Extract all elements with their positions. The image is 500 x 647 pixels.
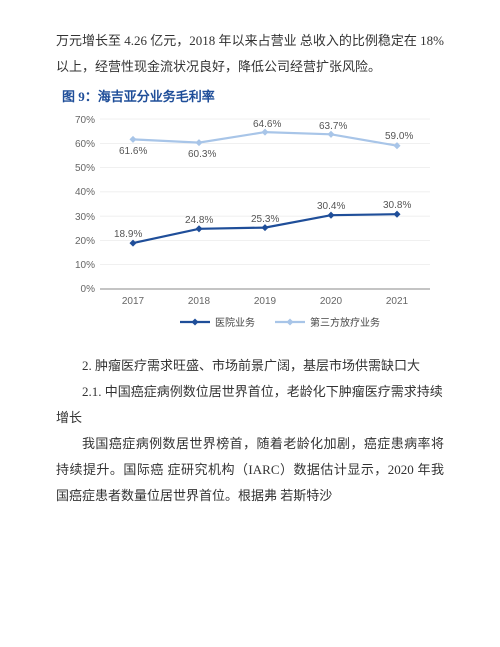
figure-title: 图 9：海吉亚分业务毛利率 bbox=[62, 86, 444, 105]
svg-text:30.4%: 30.4% bbox=[317, 201, 345, 212]
svg-text:20%: 20% bbox=[75, 236, 95, 247]
svg-text:25.3%: 25.3% bbox=[251, 214, 279, 225]
svg-text:63.7%: 63.7% bbox=[319, 121, 347, 132]
svg-text:2017: 2017 bbox=[122, 296, 145, 307]
body-paragraph: 我国癌症病例数居世界榜首，随着老龄化加剧，癌症患病率将持续提升。国际癌 症研究机… bbox=[56, 431, 444, 509]
y-axis-labels: 0% 10% 20% 30% 40% 50% 60% 70% bbox=[75, 115, 95, 295]
svg-text:60.3%: 60.3% bbox=[188, 149, 216, 160]
svg-text:2018: 2018 bbox=[188, 296, 211, 307]
svg-text:50%: 50% bbox=[75, 163, 95, 174]
svg-text:医院业务: 医院业务 bbox=[215, 316, 255, 329]
svg-text:30%: 30% bbox=[75, 212, 95, 223]
chart-svg: 0% 10% 20% 30% 40% 50% 60% 70% 2017 2018… bbox=[60, 109, 440, 339]
intro-paragraph: 万元增长至 4.26 亿元，2018 年以来占营业 总收入的比例稳定在 18%以… bbox=[56, 28, 444, 80]
svg-text:61.6%: 61.6% bbox=[119, 146, 147, 157]
svg-text:24.8%: 24.8% bbox=[185, 215, 213, 226]
svg-text:第三方放疗业务: 第三方放疗业务 bbox=[310, 316, 380, 329]
svg-text:59.0%: 59.0% bbox=[385, 131, 413, 142]
svg-text:18.9%: 18.9% bbox=[114, 229, 142, 240]
svg-text:10%: 10% bbox=[75, 260, 95, 271]
svg-text:30.8%: 30.8% bbox=[383, 200, 411, 211]
svg-text:2020: 2020 bbox=[320, 296, 343, 307]
series-third-party: 61.6% 60.3% 64.6% 63.7% 59.0% bbox=[119, 119, 413, 160]
section-heading-2: 2. 肿瘤医疗需求旺盛、市场前景广阔，基层市场供需缺口大 bbox=[56, 353, 444, 379]
svg-text:60%: 60% bbox=[75, 139, 95, 150]
x-axis-labels: 2017 2018 2019 2020 2021 bbox=[122, 296, 409, 307]
svg-text:64.6%: 64.6% bbox=[253, 119, 281, 130]
sub-heading-2-1: 2.1. 中国癌症病例数位居世界首位，老龄化下肿瘤医疗需求持续增长 bbox=[56, 379, 444, 431]
svg-text:40%: 40% bbox=[75, 187, 95, 198]
gridlines bbox=[100, 119, 430, 289]
svg-text:2021: 2021 bbox=[386, 296, 409, 307]
svg-text:0%: 0% bbox=[81, 284, 96, 295]
series-hospital: 18.9% 24.8% 25.3% 30.4% 30.8% bbox=[114, 200, 411, 247]
svg-text:70%: 70% bbox=[75, 115, 95, 126]
svg-text:2019: 2019 bbox=[254, 296, 277, 307]
chart-legend: 医院业务 第三方放疗业务 bbox=[180, 316, 380, 329]
gross-margin-chart: 0% 10% 20% 30% 40% 50% 60% 70% 2017 2018… bbox=[60, 109, 440, 339]
